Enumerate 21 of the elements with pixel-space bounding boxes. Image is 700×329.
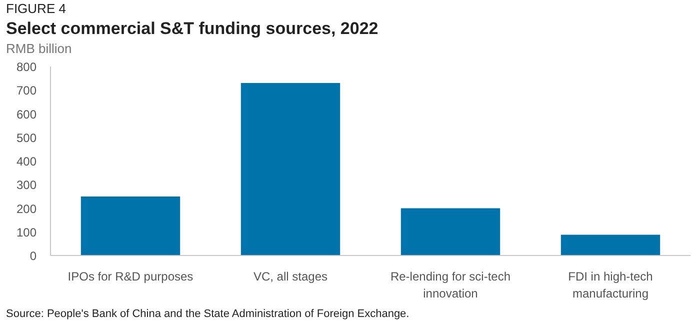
y-axis-title: RMB billion [6, 40, 72, 58]
y-tick-label: 200 [16, 202, 37, 216]
y-tick-label: 400 [16, 154, 37, 168]
y-tick-label: 600 [16, 107, 37, 122]
y-tick-label: 800 [16, 60, 37, 74]
bar [80, 196, 180, 256]
y-tick-label: 300 [16, 178, 37, 192]
x-tick-label: VC, all stages [253, 270, 328, 284]
y-tick-label: 100 [16, 225, 37, 240]
y-tick-label: 700 [16, 84, 37, 98]
x-tick-label: Re-lending for sci-tech innovation [390, 270, 511, 300]
y-tick-label: 500 [16, 130, 37, 145]
bar [400, 208, 500, 256]
caption: FIGURE 4 [6, 0, 66, 18]
source-note: Source: People's Bank of China and the State Administration of Foreign Exchange. [6, 307, 410, 322]
bar [240, 83, 340, 256]
y-tick-label: 0 [30, 249, 37, 263]
bar [560, 234, 660, 256]
x-tick-label: IPOs for R&D purposes [68, 270, 194, 284]
x-tick-label: FDI in high-tech manufacturing [568, 270, 653, 300]
chart-title: Select commercial S&T funding sources, 2022 [6, 18, 378, 40]
